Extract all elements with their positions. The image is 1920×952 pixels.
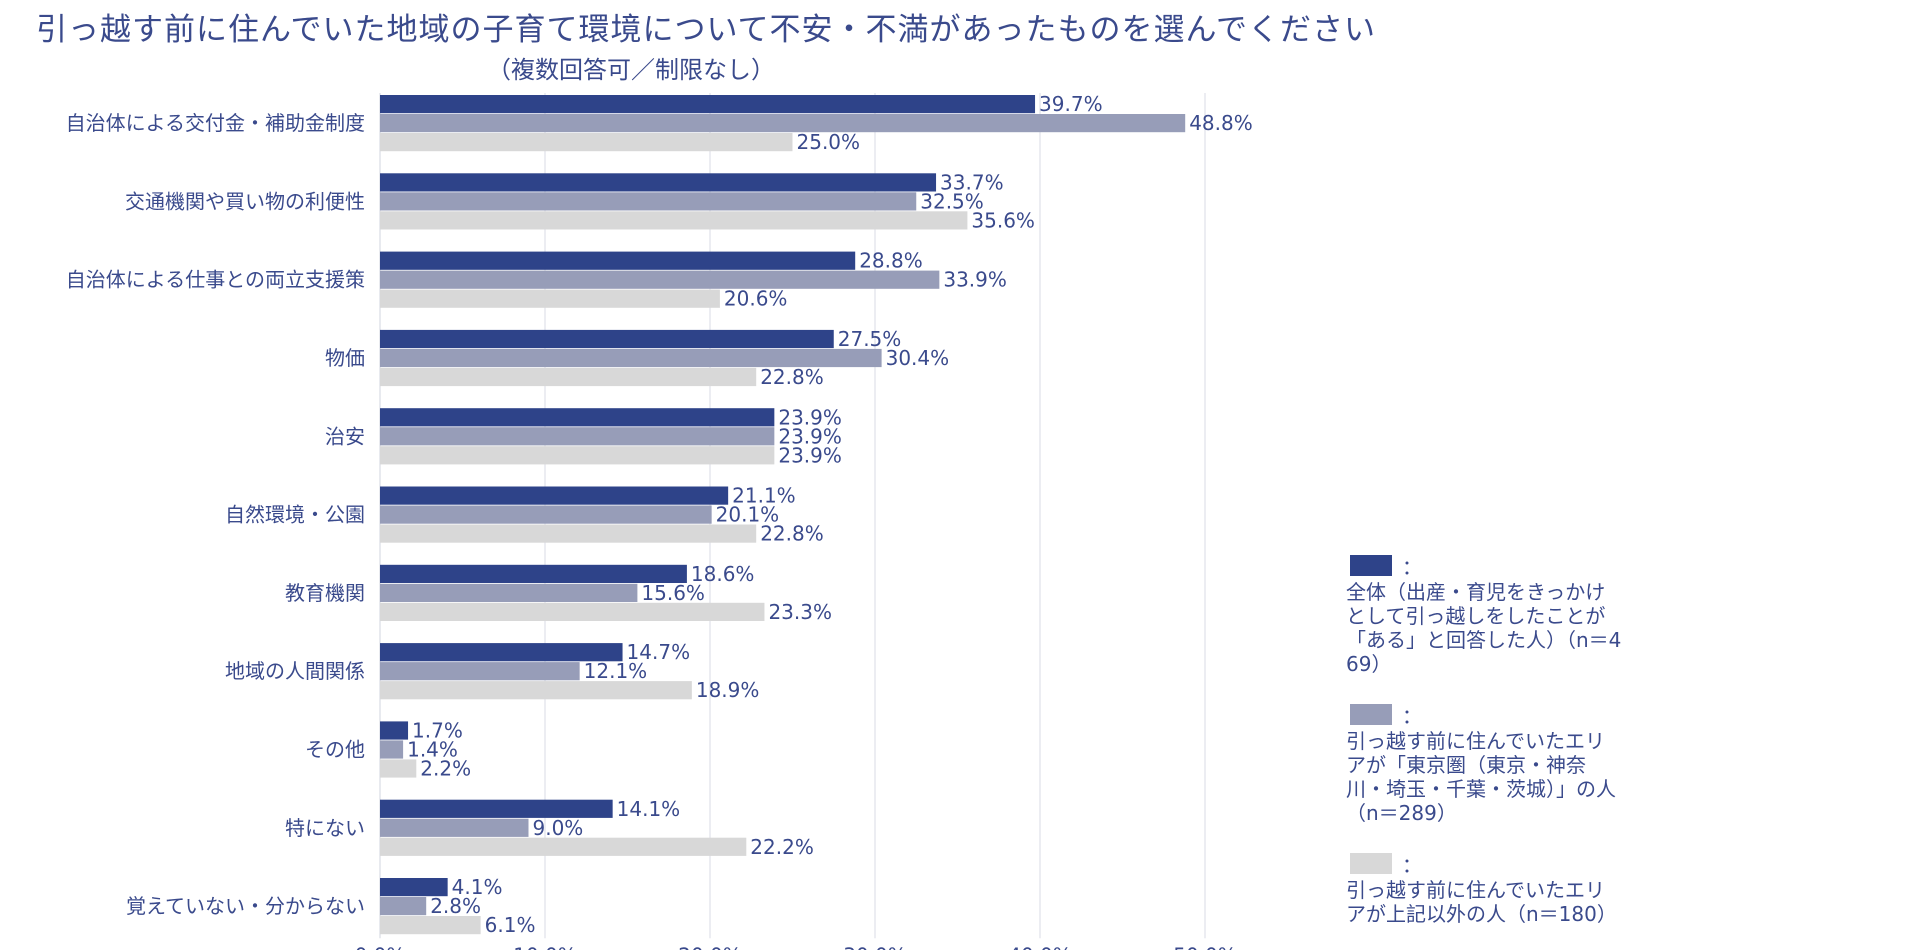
bar-value-label: 23.9% bbox=[778, 405, 842, 429]
bar bbox=[380, 348, 882, 368]
category-label: 教育機関 bbox=[285, 581, 365, 605]
x-tick-label: 40.0% bbox=[1008, 943, 1072, 950]
bar-value-label: 14.7% bbox=[627, 640, 691, 664]
bar bbox=[380, 897, 427, 916]
bar-value-label: 33.9% bbox=[943, 268, 1007, 292]
chart-subtitle: （複数回答可／制限なし） bbox=[487, 56, 775, 84]
bar bbox=[380, 799, 613, 818]
bar bbox=[380, 211, 968, 230]
bar bbox=[380, 818, 529, 837]
bar-value-label: 21.1% bbox=[732, 484, 796, 508]
bar-value-label: 48.8% bbox=[1189, 111, 1253, 135]
bar bbox=[380, 251, 856, 270]
category-label: 自治体による交付金・補助金制度 bbox=[66, 111, 365, 135]
bar-value-label: 1.7% bbox=[412, 719, 463, 743]
bar-value-label: 4.1% bbox=[452, 875, 503, 899]
bar bbox=[380, 133, 793, 152]
bar bbox=[380, 759, 417, 778]
bar-value-label: 2.8% bbox=[430, 894, 481, 918]
x-tick-label: 30.0% bbox=[843, 943, 907, 950]
bar bbox=[380, 289, 720, 308]
legend-swatch-tokyo bbox=[1350, 703, 1392, 725]
x-tick-label: 10.0% bbox=[513, 943, 577, 950]
category-label: 交通機関や買い物の利便性 bbox=[125, 189, 365, 213]
category-label: 物価 bbox=[325, 346, 365, 370]
bar-value-label: 18.6% bbox=[691, 562, 755, 586]
category-label: 自然環境・公園 bbox=[225, 503, 365, 527]
bar bbox=[380, 721, 409, 740]
bar-value-label: 14.1% bbox=[617, 797, 681, 821]
bar-value-label: 30.4% bbox=[886, 346, 950, 370]
category-label: 自治体による仕事との両立支援策 bbox=[66, 268, 365, 292]
bar-value-label: 28.8% bbox=[859, 249, 923, 273]
bar-value-label: 33.7% bbox=[940, 170, 1004, 194]
bar bbox=[380, 192, 917, 211]
bar-value-label: 15.6% bbox=[641, 581, 705, 605]
bar bbox=[380, 681, 692, 700]
category-label: 治安 bbox=[325, 424, 365, 448]
legend-item-overall: ： 全体（出産・育児をきっかけとして引っ越しをしたことが「ある」と回答した人）（… bbox=[1346, 553, 1666, 676]
legend-colon: ： bbox=[1402, 852, 1422, 877]
bar bbox=[380, 505, 712, 524]
bar-value-label: 22.2% bbox=[750, 835, 814, 859]
bar bbox=[380, 486, 729, 505]
legend-colon: ： bbox=[1402, 703, 1422, 728]
bar bbox=[380, 602, 765, 621]
category-label: その他 bbox=[305, 738, 365, 762]
bar bbox=[380, 95, 1036, 114]
legend-item-other: ： 引っ越す前に住んでいたエリアが上記以外の人（n＝180） bbox=[1346, 851, 1666, 926]
x-tick-label: 20.0% bbox=[678, 943, 742, 950]
bar-value-label: 20.6% bbox=[724, 287, 788, 311]
bar-chart: 0.0% 10.0% 20.0% 30.0% 40.0% 50.0% 自治体による交付金・補… bbox=[66, 92, 1253, 950]
bar bbox=[380, 583, 638, 602]
bar bbox=[380, 524, 757, 543]
bar-value-label: 39.7% bbox=[1039, 92, 1103, 116]
chart-legend: ： 全体（出産・育児をきっかけとして引っ越しをしたことが「ある」と回答した人）（… bbox=[1346, 553, 1666, 952]
legend-label-other: 引っ越す前に住んでいたエリアが上記以外の人（n＝180） bbox=[1346, 878, 1617, 926]
bar bbox=[380, 837, 747, 856]
bar bbox=[380, 878, 448, 897]
legend-item-tokyo: ： 引っ越す前に住んでいたエリアが「東京圏（東京・神奈川・埼玉・千葉・茨城）」の… bbox=[1346, 702, 1666, 825]
bar bbox=[380, 329, 834, 349]
bar-value-label: 32.5% bbox=[920, 189, 984, 213]
bar bbox=[380, 662, 580, 681]
x-tick-label: 0.0% bbox=[355, 943, 406, 950]
bar-value-label: 12.1% bbox=[584, 659, 648, 683]
bar bbox=[380, 408, 775, 427]
bar-value-label: 18.9% bbox=[696, 678, 760, 702]
bar-value-label: 9.0% bbox=[533, 816, 584, 840]
bar-value-label: 35.6% bbox=[971, 208, 1035, 232]
bar-value-label: 22.8% bbox=[760, 365, 824, 389]
bar bbox=[380, 270, 940, 289]
bar-value-label: 23.3% bbox=[768, 600, 832, 624]
bar-value-label: 23.9% bbox=[778, 424, 842, 448]
bar-value-label: 27.5% bbox=[838, 327, 902, 351]
category-label: 覚えていない・分からない bbox=[126, 894, 365, 918]
bar bbox=[380, 643, 623, 662]
bar bbox=[380, 367, 757, 387]
bar bbox=[380, 916, 481, 935]
bar bbox=[380, 446, 775, 465]
bar-value-label: 6.1% bbox=[485, 913, 536, 937]
bar-value-label: 22.8% bbox=[760, 522, 824, 546]
bar-value-label: 25.0% bbox=[797, 130, 861, 154]
chart-title: 引っ越す前に住んでいた地域の子育て環境について不安・不満があったものを選んでくだ… bbox=[36, 12, 1376, 48]
bar bbox=[380, 427, 775, 446]
legend-colon: ： bbox=[1402, 554, 1422, 579]
bar bbox=[380, 173, 937, 192]
bar bbox=[380, 114, 1186, 133]
legend-swatch-overall bbox=[1350, 554, 1392, 576]
legend-label-overall: 全体（出産・育児をきっかけとして引っ越しをしたことが「ある」と回答した人）（n＝… bbox=[1346, 580, 1622, 676]
category-label: 地域の人間関係 bbox=[225, 659, 365, 683]
bar-value-label: 23.9% bbox=[778, 443, 842, 467]
bar-value-label: 1.4% bbox=[407, 738, 458, 762]
bar bbox=[380, 740, 404, 759]
bar-value-label: 2.2% bbox=[420, 757, 471, 781]
category-label: 特にない bbox=[285, 816, 365, 840]
bar-value-label: 20.1% bbox=[716, 503, 780, 527]
bar bbox=[380, 564, 687, 583]
legend-swatch-other bbox=[1350, 852, 1392, 874]
legend-label-tokyo: 引っ越す前に住んでいたエリアが「東京圏（東京・神奈川・埼玉・千葉・茨城）」の人（… bbox=[1346, 729, 1616, 825]
x-tick-label: 50.0% bbox=[1173, 943, 1237, 950]
